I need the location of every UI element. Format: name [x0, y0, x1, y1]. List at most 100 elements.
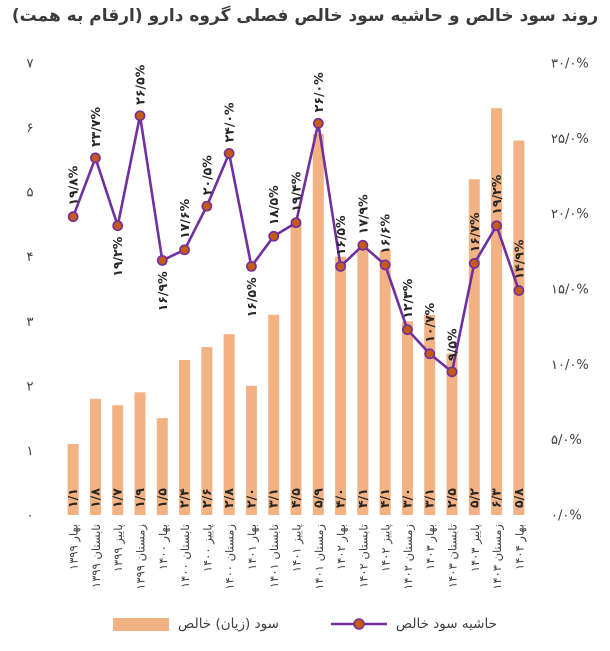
line-marker: [268, 230, 280, 242]
y-axis-tick-left: ۷: [27, 57, 34, 72]
bar-value-label: ۳/۰: [399, 488, 414, 508]
line-value-label: ۱۶/۵%: [244, 277, 259, 317]
x-axis-label: تابستان ۱۴۰۲: [356, 524, 370, 588]
line-value-label: ۱۲/۳%: [400, 278, 415, 318]
bar-value-label: ۶/۳: [489, 488, 504, 508]
bar-value-label: ۱/۹: [132, 488, 147, 508]
chart-title: روند سود خالص و حاشیه سود خالص فصلی گروه…: [11, 6, 599, 26]
line-value-label: ۱۶/۷%: [467, 212, 482, 252]
bar: [156, 418, 168, 515]
line-marker: [491, 220, 502, 232]
bar: [223, 334, 235, 515]
x-axis-label: پاییز ۱۴۰۰: [200, 524, 215, 572]
bar: [67, 443, 79, 515]
y-axis-tick-right: ۱۵/۰%: [551, 283, 589, 298]
line-value-label: ۱۷/۹%: [355, 194, 370, 234]
line-value-label: ۲۶/۵%: [133, 64, 148, 104]
line-value-label: ۱۷/۶%: [177, 198, 192, 238]
x-axis-label: زمستان ۱۴۰۱: [312, 524, 327, 590]
line-value-label: ۲۴/۰%: [222, 102, 237, 142]
bar: [424, 314, 436, 515]
y-axis-tick-right: ۳۰/۰%: [551, 57, 589, 72]
line-value-label: ۱۹/۲%: [110, 236, 125, 276]
x-axis-label: بهار ۱۴۰۰: [156, 524, 171, 570]
legend-line-label: حاشیه سود خالص: [395, 616, 497, 632]
legend-bar-label: سود (زیان) خالص: [178, 616, 279, 632]
line-marker: [312, 117, 324, 129]
bar: [201, 347, 213, 515]
y-axis-tick-left: ۴: [27, 250, 34, 265]
line-marker: [513, 285, 525, 296]
line-marker: [223, 147, 235, 159]
y-axis-tick-left: ۱: [27, 444, 34, 459]
bar-series-swatch: [113, 617, 170, 631]
line-marker: [67, 211, 79, 223]
legend: سود (زیان) خالص حاشیه سود خالص: [0, 616, 610, 632]
line-value-label: ۱۹/۸%: [66, 165, 81, 205]
x-axis-label: پاییز ۱۴۰۲: [379, 524, 394, 572]
line-marker: [246, 260, 257, 272]
bar-value-label: ۴/۱: [355, 488, 370, 508]
bar-value-label: ۲/۰: [243, 488, 258, 508]
line-marker: [357, 239, 369, 251]
x-axis-label: تابستان ۱۴۰۱: [267, 524, 281, 588]
line-value-label: ۱۶/۶%: [378, 213, 393, 253]
bar: [357, 250, 369, 515]
bar-value-label: ۳/۱: [266, 488, 281, 508]
x-axis-label: تابستان ۱۳۹۹: [89, 524, 103, 588]
y-axis-tick-right: ۵/۰%: [551, 433, 582, 448]
bar: [513, 140, 525, 515]
line-value-label: ۱۹/۲%: [489, 174, 504, 214]
x-axis-label: زمستان ۱۴۰۳: [490, 524, 505, 590]
y-axis-tick-left: ۶: [27, 121, 34, 136]
y-axis-tick-left: ۰: [27, 509, 34, 524]
x-axis-label: بهار ۱۴۰۲: [334, 524, 349, 570]
bar-value-label: ۲/۴: [177, 488, 192, 508]
bar-value-label: ۴/۵: [288, 488, 303, 508]
x-axis-label: بهار ۱۳۹۹: [67, 524, 82, 570]
x-axis-label: بهار ۱۴۰۱: [245, 524, 260, 570]
legend-item-margin: حاشیه سود خالص: [330, 616, 497, 632]
line-marker: [90, 152, 101, 164]
bar-value-label: ۱/۱: [65, 488, 80, 508]
bar-value-label: ۵/۹: [310, 488, 325, 508]
line-marker: [424, 348, 436, 360]
x-axis-label: پاییز ۱۳۹۹: [111, 524, 126, 572]
line-value-label: ۲۶/۰%: [311, 72, 326, 112]
x-axis-label: تابستان ۱۴۰۰: [178, 524, 192, 588]
bar: [134, 392, 146, 515]
line-marker: [179, 244, 190, 256]
line-value-label: ۱۶/۵%: [333, 215, 348, 255]
x-axis-label: بهار ۱۴۰۴: [512, 524, 527, 570]
bar-value-label: ۲/۵: [444, 488, 459, 508]
bar: [179, 360, 191, 515]
line-value-label: ۱۴/۹%: [511, 239, 526, 279]
bar-value-label: ۱/۸: [87, 488, 102, 508]
line-value-label: ۹/۵%: [445, 328, 460, 361]
x-axis-label: زمستان ۱۳۹۹: [134, 524, 149, 590]
bar-value-label: ۴/۰: [333, 488, 348, 508]
bar-value-label: ۲/۸: [221, 488, 236, 508]
bar-value-label: ۱/۷: [110, 488, 125, 508]
line-value-label: ۱۸/۵%: [266, 185, 281, 225]
bar: [446, 353, 458, 515]
bar: [89, 398, 101, 515]
line-value-label: ۲۳/۷%: [88, 106, 103, 146]
bar-value-label: ۳/۱: [422, 488, 437, 508]
bar: [312, 134, 324, 515]
y-axis-tick-right: ۱۰/۰%: [551, 358, 589, 373]
line-value-label: ۱۰/۷%: [422, 302, 437, 342]
legend-item-net-profit: سود (زیان) خالص: [113, 616, 279, 632]
bar: [335, 256, 347, 515]
line-marker: [402, 324, 413, 336]
bar: [401, 321, 413, 515]
bar: [268, 314, 280, 515]
line-series-swatch-icon: [330, 618, 387, 630]
y-axis-tick-right: ۲۰/۰%: [551, 207, 589, 222]
bar-value-label: ۵/۲: [466, 488, 481, 508]
bar: [245, 385, 257, 515]
line-marker: [468, 257, 480, 269]
bar: [290, 224, 302, 515]
bar-value-label: ۱/۵: [154, 488, 169, 508]
